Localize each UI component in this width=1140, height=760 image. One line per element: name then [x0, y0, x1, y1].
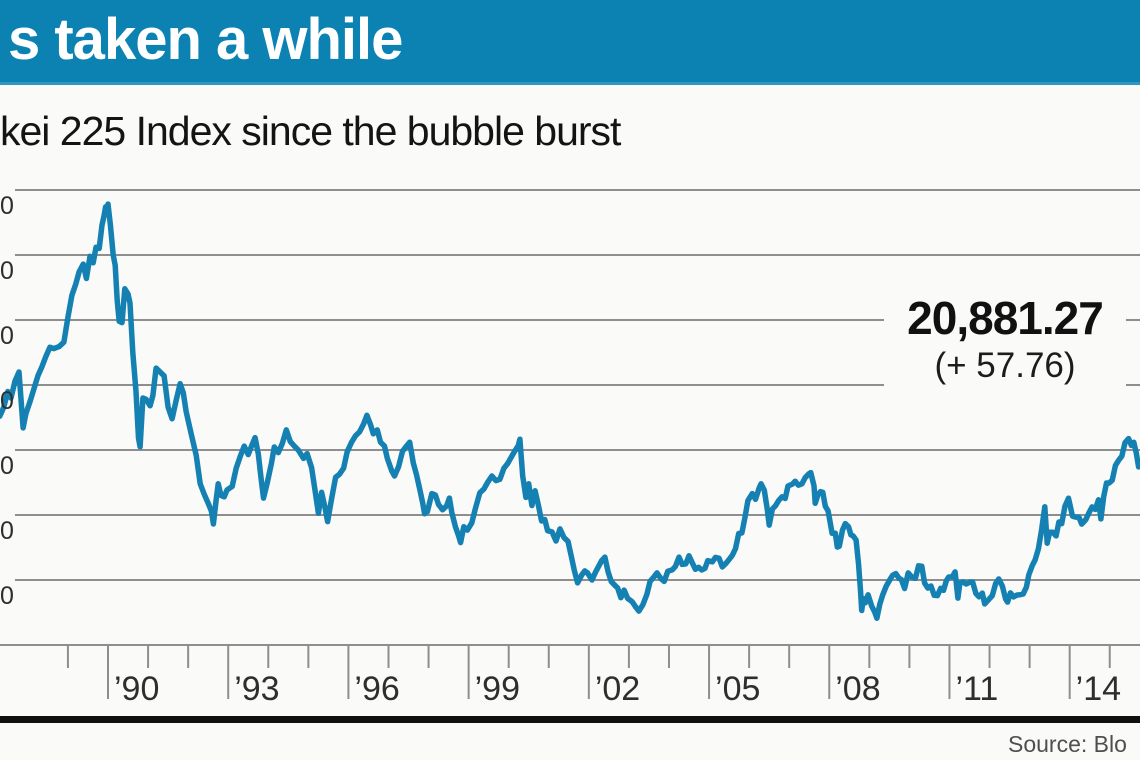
- chart-subtitle: kei 225 Index since the bubble burst: [0, 108, 621, 154]
- latest-value: 20,881.27: [907, 292, 1104, 344]
- price-line: [0, 201, 1140, 621]
- x-tick-label: ’02: [594, 670, 641, 708]
- x-tick-label: ’90: [114, 670, 160, 708]
- y-tick-label: 0: [0, 583, 14, 609]
- y-tick-label: 0: [0, 323, 14, 349]
- x-tick-label: ’11: [955, 670, 999, 708]
- x-tick-label: ’99: [474, 670, 520, 708]
- x-tick-label: ’08: [835, 670, 881, 708]
- y-tick-label: 0: [0, 518, 14, 544]
- x-tick-label: ’96: [354, 670, 400, 708]
- bottom-rule: [0, 716, 1140, 723]
- x-tick-label: ’93: [234, 670, 280, 708]
- source-credit: Source: Blo: [1008, 731, 1127, 757]
- y-tick-label: 0: [0, 193, 14, 219]
- latest-value-annotation: 20,881.27 (+ 57.76): [884, 294, 1126, 394]
- x-tick-label: ’05: [715, 670, 761, 708]
- x-tick-label: ’14: [1075, 670, 1122, 708]
- y-tick-label: 0: [0, 258, 14, 284]
- chart-title-bar: s taken a while: [0, 0, 1140, 85]
- chart-title: s taken a while: [8, 6, 403, 72]
- latest-change: (+ 57.76): [934, 346, 1076, 385]
- y-tick-label: 0: [0, 453, 14, 479]
- y-tick-label: 0: [0, 388, 14, 414]
